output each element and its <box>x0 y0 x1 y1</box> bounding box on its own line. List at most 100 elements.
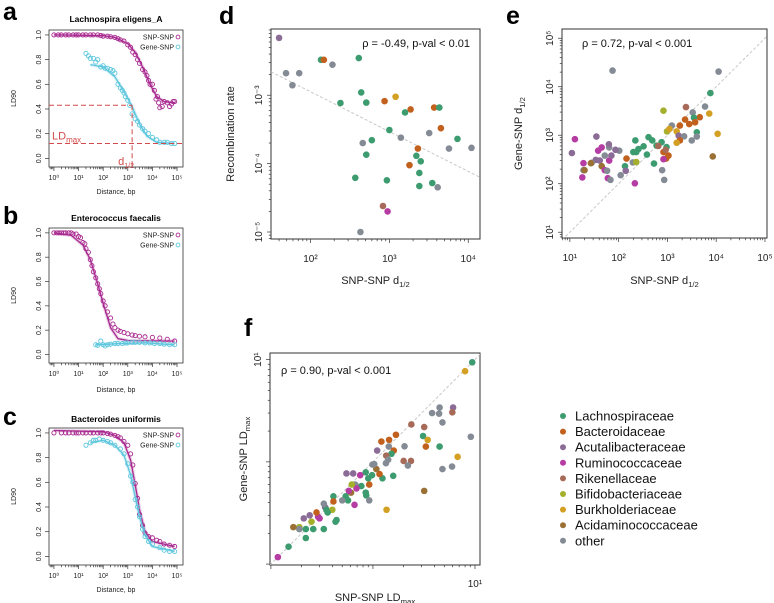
panel-title: Lachnospira eligens_A <box>69 14 162 24</box>
point-ruminococcaceae <box>631 180 639 187</box>
y-tick-label: 10¹ <box>253 352 264 367</box>
ld-annotations: LDmax d1/2 <box>49 104 183 170</box>
data-point <box>82 241 88 247</box>
point-other <box>365 497 373 504</box>
fit-line <box>53 232 175 342</box>
data-point <box>95 32 101 38</box>
data-point <box>142 128 148 134</box>
panel-letter-b: b <box>3 202 18 230</box>
point-ruminococcaceae <box>605 157 613 164</box>
data-point <box>164 100 170 106</box>
data-point <box>128 44 134 50</box>
data-point <box>128 451 134 457</box>
data-point <box>108 315 114 321</box>
data-point <box>104 65 111 71</box>
point-lachnospiraceae <box>364 475 372 482</box>
y-tick-label: 0.0 <box>36 350 43 360</box>
point-other <box>296 525 303 533</box>
x-axis: 10¹ 10² 10³ 10⁴ 10⁵ <box>561 238 773 264</box>
point-lachnospiraceae <box>362 151 370 159</box>
panel-letter-a: a <box>3 0 18 26</box>
point-lachnospiraceae <box>632 137 639 144</box>
data-point <box>122 94 128 100</box>
x-tick-label: 10³ <box>382 254 397 265</box>
legend-marker <box>560 506 566 513</box>
point-lachnospiraceae <box>416 169 423 177</box>
x-tick-label: 10⁵ <box>172 175 183 182</box>
point-lachnospiraceae <box>332 518 339 525</box>
legend-label: Acidaminococcaceae <box>575 518 698 533</box>
correlation-annotation: ρ = 0.90, p-val < 0.001 <box>281 365 391 377</box>
point-lachnospiraceae <box>285 543 292 550</box>
point-acidaminococcaceae <box>373 465 380 473</box>
point-ruminococcaceae <box>356 471 364 479</box>
data-point <box>98 338 104 344</box>
legend-label: SNP-SNP <box>143 433 174 440</box>
x-tick-label: 10⁴ <box>708 253 723 264</box>
data-point <box>172 548 178 554</box>
point-bacteroidaceae <box>330 498 337 505</box>
y-tick-label: 10⁵ <box>545 31 556 46</box>
data-point <box>70 231 76 237</box>
legend-label: Rikenellaceae <box>575 471 657 486</box>
point-acutalibacteraceae <box>622 167 630 175</box>
data-point <box>154 537 160 543</box>
x-tick-label: 10³ <box>660 253 675 264</box>
point-lachnospiraceae <box>417 158 425 165</box>
data-point <box>135 504 141 510</box>
point-rikenellaceae <box>682 103 690 111</box>
legend-marker <box>560 459 566 466</box>
data-point <box>151 87 157 94</box>
x-tick-label: 10⁰ <box>49 174 60 182</box>
legend-item: Bifidobacteriaceae <box>560 487 682 502</box>
point-other <box>359 139 367 147</box>
legend-item: Bacteroidaceae <box>560 424 665 439</box>
data-point <box>167 342 173 348</box>
data-point <box>108 440 114 446</box>
data-point <box>89 263 95 269</box>
x-tick-label: 10² <box>98 573 109 580</box>
point-acutalibacteraceae <box>343 470 350 477</box>
point-acutalibacteraceae <box>275 34 283 42</box>
plot-area <box>270 353 480 565</box>
point-rikenellaceae <box>379 202 387 210</box>
data-point <box>136 333 143 339</box>
point-lachnospiraceae <box>368 136 376 144</box>
data-point <box>147 81 153 87</box>
y-axis-label: Gene-SNP d1/2 <box>513 97 527 170</box>
point-lachnospiraceae <box>640 143 647 150</box>
legend-label: Gene-SNP <box>140 45 174 52</box>
data-point <box>125 331 131 337</box>
data-point <box>108 431 114 437</box>
point-other <box>688 137 696 144</box>
data-point <box>98 430 104 436</box>
x-tick-label: 10² <box>98 175 109 182</box>
data-point <box>73 430 79 436</box>
x-axis: 10² 10³ 10⁴ <box>278 239 476 265</box>
point-other <box>715 68 722 75</box>
panel-d: 10² 10³ 10⁴ 10⁻⁵ 10⁻⁴ 10⁻³ SNP-SNP d1/2 Recombi… <box>225 28 481 289</box>
label-main: Recombination rate <box>225 86 237 181</box>
data-point <box>112 442 118 448</box>
data-point <box>63 230 69 236</box>
point-bifidobacteriaceae <box>308 518 315 525</box>
label-main: d <box>118 156 124 168</box>
point-other <box>658 166 666 174</box>
data-point <box>161 541 167 547</box>
x-tick-label: 10⁵ <box>172 371 183 378</box>
data-point <box>80 430 86 436</box>
plot-area <box>271 34 480 236</box>
data-point <box>149 535 155 541</box>
data-point <box>167 542 173 548</box>
label-main: Gene-SNP LD <box>238 431 250 501</box>
label-subscript: max <box>66 136 81 145</box>
data-point <box>100 437 106 443</box>
data-point <box>149 541 155 547</box>
point-bacteroidaceae <box>696 113 704 121</box>
point-acidaminococcaceae <box>420 487 428 495</box>
label-main: Gene-SNP d <box>513 108 525 170</box>
panel-title: Bacteroides uniformis <box>71 414 161 424</box>
point-acidaminococcaceae <box>709 153 717 160</box>
